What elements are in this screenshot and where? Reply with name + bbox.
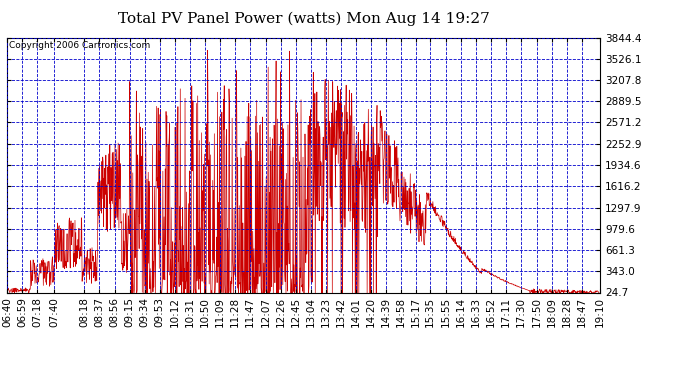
Text: Copyright 2006 Cartronics.com: Copyright 2006 Cartronics.com	[9, 41, 150, 50]
Text: Total PV Panel Power (watts) Mon Aug 14 19:27: Total PV Panel Power (watts) Mon Aug 14 …	[118, 11, 489, 26]
